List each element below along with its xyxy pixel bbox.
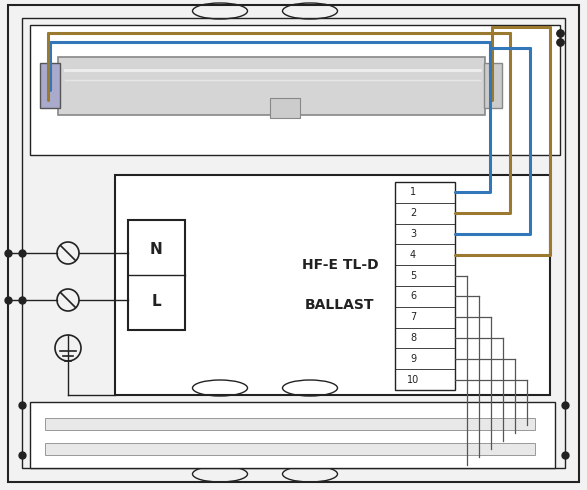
Bar — [30, 25, 560, 155]
Bar — [30, 402, 555, 468]
Bar — [395, 182, 455, 390]
Text: L: L — [151, 294, 161, 310]
Text: 10: 10 — [407, 374, 419, 385]
Text: 7: 7 — [410, 312, 416, 322]
Text: 6: 6 — [410, 292, 416, 301]
Text: 9: 9 — [410, 354, 416, 364]
Bar — [45, 418, 535, 430]
Text: 5: 5 — [410, 270, 416, 281]
Bar — [58, 57, 485, 115]
Text: N: N — [150, 243, 163, 258]
Bar — [45, 443, 535, 455]
Text: 3: 3 — [410, 229, 416, 239]
Text: 2: 2 — [410, 208, 416, 218]
Text: HF-E TL-D: HF-E TL-D — [302, 258, 378, 272]
Text: 4: 4 — [410, 250, 416, 260]
Text: 8: 8 — [410, 333, 416, 343]
Text: BALLAST: BALLAST — [305, 298, 375, 312]
Bar — [128, 220, 185, 330]
Bar — [484, 63, 502, 108]
Text: 1: 1 — [410, 187, 416, 197]
Bar — [270, 98, 300, 118]
Bar — [40, 63, 60, 108]
Bar — [115, 175, 550, 395]
